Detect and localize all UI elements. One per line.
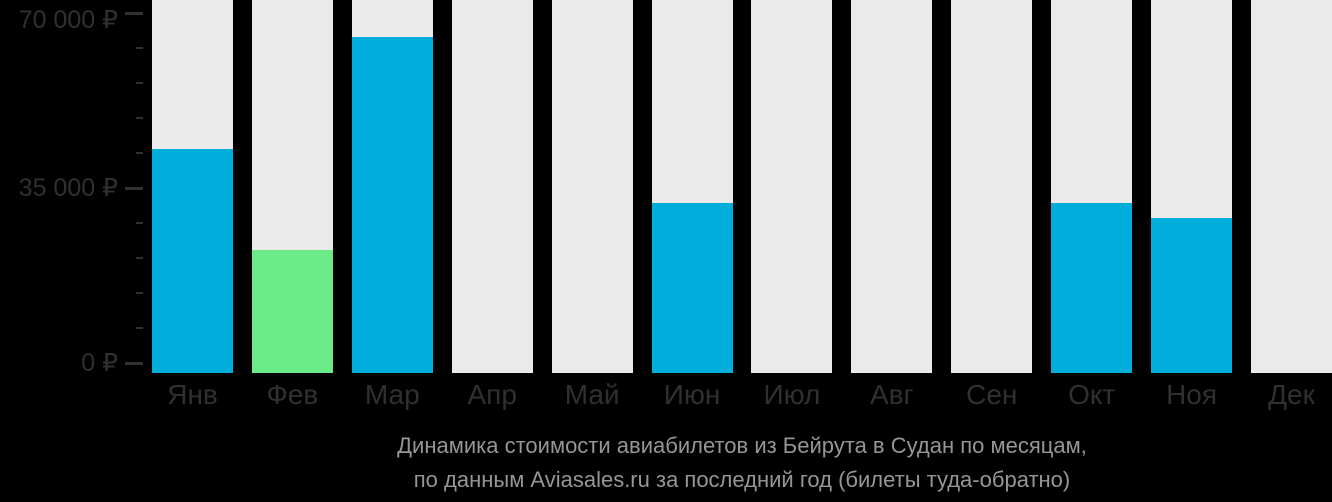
bar-column-дек	[1250, 0, 1332, 373]
chart-title-line-2: по данным Aviasales.ru за последний год …	[413, 467, 1071, 492]
x-axis-label-фев: Фев	[266, 379, 319, 410]
y-axis-major-tick	[125, 12, 143, 15]
y-axis-minor-tick	[136, 82, 143, 84]
x-axis-label-авг: Авг	[869, 379, 914, 410]
price-bar-ноя	[1151, 218, 1233, 373]
y-axis-minor-tick	[136, 222, 143, 224]
x-axis-label-июл: Июл	[763, 379, 821, 410]
y-axis-minor-tick	[136, 292, 143, 294]
price-bar-мар	[351, 37, 433, 373]
x-axis-label-окт: Окт	[1068, 379, 1116, 410]
chart-title-line-1: Динамика стоимости авиабилетов из Бейрут…	[397, 433, 1087, 458]
price-bar-янв	[152, 149, 233, 373]
y-axis-major-tick	[125, 362, 143, 365]
x-axis-label-май: Май	[564, 379, 620, 410]
bar-column-май	[551, 0, 633, 373]
x-axis-label-ноя: Ноя	[1166, 379, 1218, 410]
y-axis-major-tick	[125, 187, 143, 190]
chart-title: Динамика стоимости авиабилетов из Бейрут…	[152, 429, 1332, 497]
y-axis-minor-tick	[136, 327, 143, 329]
x-axis-label-дек: Дек	[1268, 379, 1315, 410]
y-axis-minor-tick	[136, 152, 143, 154]
bar-column-янв	[152, 0, 233, 373]
y-axis-tick-label: 35 000 ₽	[18, 174, 118, 202]
bar-column-апр	[451, 0, 533, 373]
bar-column-авг	[851, 0, 933, 373]
y-axis-tick-label: 70 000 ₽	[18, 6, 118, 34]
price-bar-июн	[651, 203, 733, 373]
plot-area	[152, 0, 1332, 373]
bar-column-сен	[951, 0, 1033, 373]
bar-column-окт	[1051, 0, 1133, 373]
bar-column-мар	[351, 0, 433, 373]
x-axis-label-сен: Сен	[966, 379, 1018, 410]
price-bar-окт	[1051, 203, 1133, 373]
y-axis-minor-tick	[136, 257, 143, 259]
x-axis: Янв Фев Мар Апр Май Июн Июл Авг Сен Окт Ноя Дек	[152, 376, 1332, 414]
price-bar-фев	[251, 250, 333, 373]
bar-column-июн	[651, 0, 733, 373]
y-axis-tick-label: 0 ₽	[81, 349, 118, 377]
bar-column-ноя	[1151, 0, 1233, 373]
x-axis-label-июн: Июн	[663, 379, 721, 410]
y-axis-minor-tick	[136, 117, 143, 119]
bar-column-фев	[251, 0, 333, 373]
y-axis: 0 ₽ 35 000 ₽ 70 000 ₽	[0, 0, 152, 377]
x-axis-label-янв: Янв	[167, 379, 218, 410]
bar-column-июл	[751, 0, 833, 373]
x-axis-label-апр: Апр	[467, 379, 517, 410]
y-axis-minor-tick	[136, 47, 143, 49]
x-axis-label-мар: Мар	[364, 379, 420, 410]
